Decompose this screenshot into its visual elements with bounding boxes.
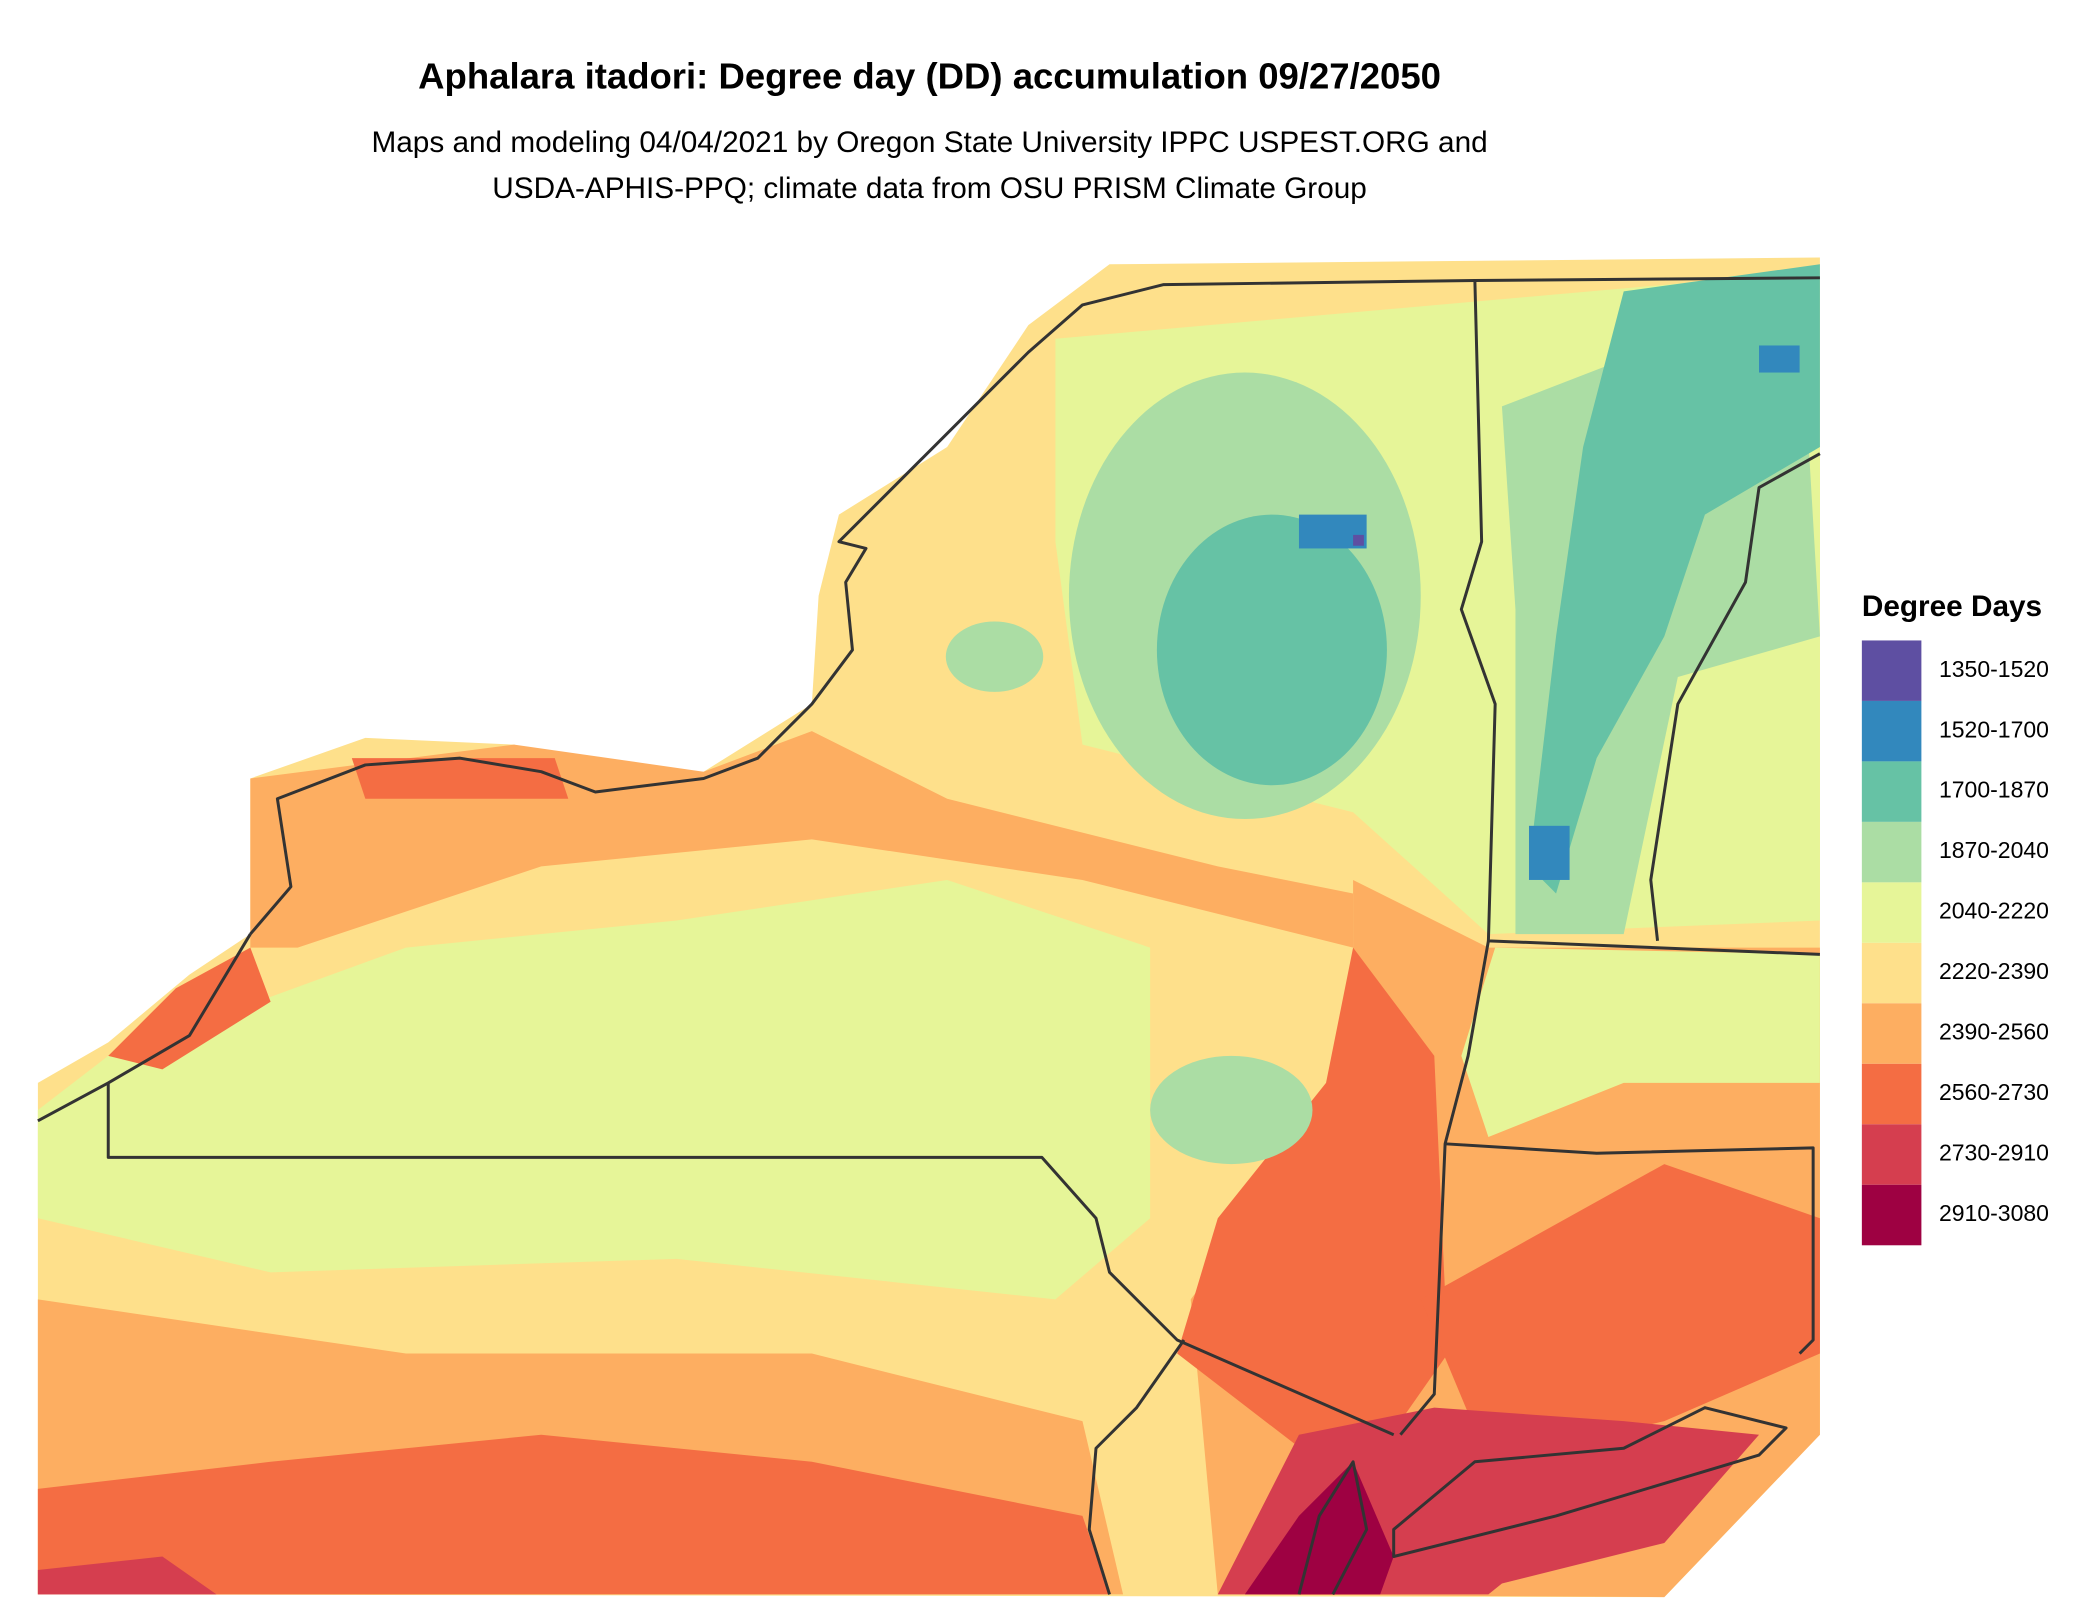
legend-label: 2560-2730 [1939, 1079, 2049, 1105]
border [1649, 452, 1821, 942]
legend-swatch [1861, 1124, 1922, 1185]
zone [1244, 1461, 1394, 1595]
legend-label: 2040-2220 [1939, 898, 2049, 924]
map-raster [37, 257, 1820, 1598]
border [37, 933, 252, 1123]
map-subtitle: Maps and modeling 04/04/2021 by Oregon S… [371, 126, 1487, 159]
border [249, 276, 1820, 936]
zone [1150, 1055, 1313, 1165]
zone [108, 947, 271, 1070]
legend-label: 2910-3080 [1939, 1200, 2049, 1226]
legend-title: Degree Days [1862, 590, 2042, 623]
zone [1461, 947, 1820, 1138]
legend-swatch [1861, 1184, 1922, 1246]
zone [1156, 514, 1387, 786]
border [1459, 280, 1820, 956]
zone [1528, 825, 1570, 880]
zone [37, 1556, 217, 1595]
map-title: Aphalara itadori: Degree day (DD) accumu… [418, 55, 1441, 96]
border [1087, 1339, 1186, 1595]
legend-label: 1350-1520 [1939, 656, 2049, 682]
legend-swatch [1861, 640, 1922, 701]
legend-label: 1700-1870 [1939, 777, 2049, 803]
legend-label: 2220-2390 [1939, 958, 2049, 984]
zone [1353, 534, 1364, 546]
border [1445, 1142, 1815, 1355]
legend-label: 2730-2910 [1939, 1140, 2049, 1166]
zone [37, 879, 1151, 1300]
legend-swatch [1861, 700, 1922, 762]
border [106, 1082, 1395, 1437]
state-borders [37, 276, 1821, 1596]
legend-swatch [1861, 882, 1922, 943]
legend-swatch [1861, 761, 1922, 822]
legend-swatch [1861, 821, 1922, 883]
zone [1528, 264, 1820, 894]
border [1392, 1406, 1788, 1558]
zone [37, 1434, 1110, 1595]
legend-swatch [1861, 1003, 1922, 1064]
zone [1177, 947, 1448, 1489]
legend-swatch [1861, 1063, 1922, 1125]
map-subtitle: USDA-APHIS-PPQ; climate data from OSU PR… [492, 172, 1367, 205]
zone [1420, 1164, 1820, 1462]
legend-swatch [1861, 942, 1922, 1004]
zone [945, 621, 1044, 692]
zone [1759, 345, 1800, 373]
legend: 1350-1520 1520-1700 1700-1870 1870-2040 2040… [1861, 640, 2049, 1246]
legend-label: 1870-2040 [1939, 837, 2049, 863]
border [1297, 1460, 1369, 1596]
legend-label: 1520-1700 [1939, 716, 2049, 742]
legend-label: 2390-2560 [1939, 1019, 2049, 1045]
